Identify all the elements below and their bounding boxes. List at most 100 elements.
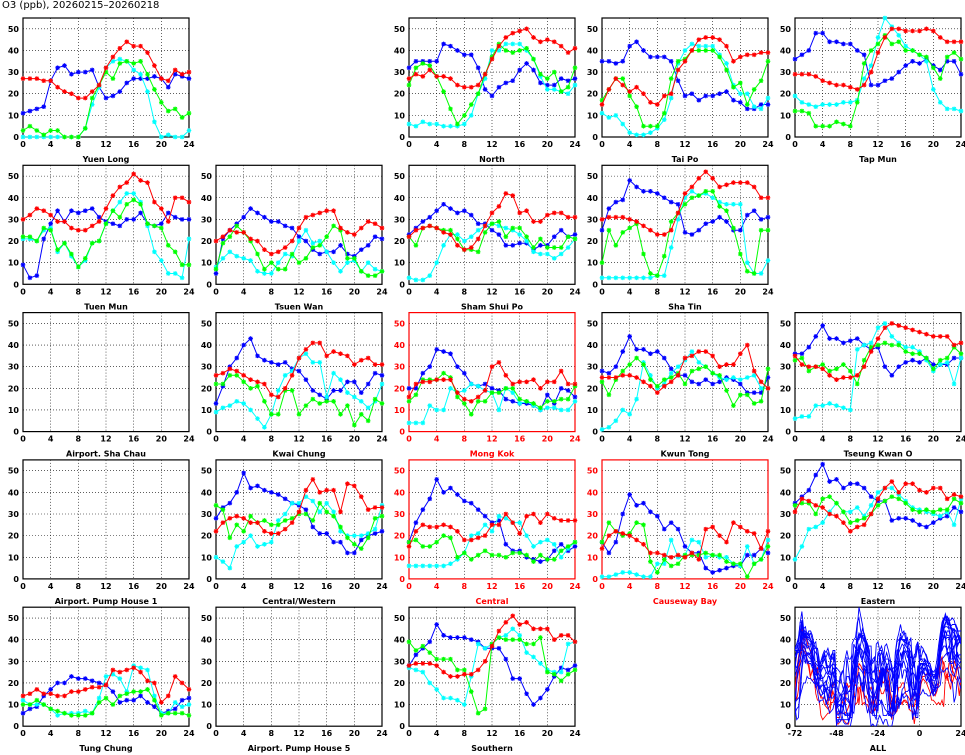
data-point-marker	[62, 693, 67, 699]
data-point-marker	[331, 513, 336, 519]
plot-frame	[408, 312, 576, 433]
data-point-marker	[76, 69, 81, 75]
data-point-marker	[841, 509, 846, 515]
data-point-marker	[744, 269, 750, 274]
data-point-marker	[717, 54, 722, 60]
data-point-marker	[20, 134, 26, 140]
data-point-marker	[841, 100, 846, 105]
data-point-marker	[944, 39, 950, 45]
data-point-marker	[648, 373, 653, 378]
x-tick-label: 16	[707, 287, 719, 296]
data-point-marker	[427, 680, 433, 686]
data-point-marker	[255, 383, 260, 389]
data-point-marker	[524, 691, 529, 697]
x-tick-label: 8	[462, 435, 468, 444]
data-point-marker	[462, 370, 467, 376]
data-point-marker	[717, 214, 722, 220]
y-tick-label: 40	[394, 488, 406, 497]
data-point-marker	[510, 550, 516, 556]
data-point-marker	[531, 702, 536, 707]
data-point-marker	[813, 104, 819, 110]
data-point-marker	[138, 669, 143, 675]
x-tick-label: 16	[128, 582, 140, 591]
data-point-marker	[138, 58, 143, 64]
data-point-marker	[468, 411, 474, 417]
data-point-marker	[931, 520, 936, 525]
x-tick-label: 12	[872, 582, 883, 591]
data-point-marker	[565, 50, 571, 55]
data-point-marker	[696, 193, 702, 198]
data-point-marker	[820, 30, 825, 36]
data-point-marker	[517, 232, 522, 237]
data-point-marker	[627, 217, 632, 222]
data-point-marker	[944, 334, 950, 339]
data-point-marker	[255, 238, 260, 244]
data-point-marker	[668, 58, 674, 64]
data-point-marker	[503, 620, 509, 625]
data-point-marker	[96, 238, 102, 244]
data-point-marker	[765, 195, 771, 201]
data-point-marker	[558, 665, 564, 671]
data-point-marker	[338, 377, 343, 382]
data-point-marker	[675, 561, 681, 567]
data-point-marker	[696, 552, 702, 558]
data-point-marker	[627, 334, 632, 339]
panel-label: Causeway Bay	[653, 597, 718, 606]
data-point-marker	[117, 56, 123, 62]
data-point-marker	[138, 71, 143, 77]
data-point-marker	[510, 225, 516, 231]
data-point-marker	[731, 201, 736, 207]
data-point-marker	[282, 245, 288, 250]
data-point-marker	[413, 420, 419, 426]
data-point-marker	[896, 69, 902, 75]
data-point-marker	[854, 347, 860, 352]
y-tick-label: 50	[8, 25, 20, 34]
data-point-marker	[413, 520, 419, 525]
data-point-marker	[358, 390, 364, 395]
data-point-marker	[944, 360, 950, 365]
data-point-marker	[510, 613, 516, 619]
data-point-marker	[641, 379, 646, 385]
data-point-marker	[434, 663, 439, 668]
data-point-marker	[820, 505, 825, 510]
data-point-marker	[117, 61, 123, 66]
data-point-marker	[159, 100, 164, 105]
data-point-marker	[648, 383, 653, 389]
data-point-marker	[861, 76, 867, 81]
data-point-marker	[744, 375, 750, 380]
data-point-marker	[179, 680, 185, 686]
series-line	[22, 664, 190, 716]
data-point-marker	[82, 708, 88, 714]
data-point-marker	[152, 74, 157, 79]
data-point-marker	[413, 652, 419, 658]
data-point-marker	[599, 260, 605, 265]
y-tick-label: 50	[587, 172, 599, 181]
data-point-marker	[275, 219, 281, 224]
data-point-marker	[558, 518, 564, 523]
x-tick-label: 8	[76, 729, 82, 738]
data-point-marker	[186, 199, 192, 205]
data-point-marker	[696, 360, 702, 365]
data-point-marker	[648, 100, 653, 105]
x-tick-label: 4	[434, 729, 440, 738]
data-point-marker	[172, 134, 178, 140]
data-point-marker	[682, 381, 688, 387]
x-tick-label: 12	[486, 140, 497, 149]
data-point-marker	[420, 643, 426, 649]
data-point-marker	[124, 697, 130, 703]
data-point-marker	[420, 661, 426, 666]
data-point-marker	[462, 388, 467, 393]
data-point-marker	[34, 273, 40, 278]
x-tick-label: 16	[514, 729, 526, 738]
data-point-marker	[103, 674, 109, 679]
data-point-marker	[213, 516, 219, 521]
x-tick-label: 8	[462, 582, 468, 591]
data-point-marker	[627, 570, 632, 575]
x-tick-label: 4	[627, 140, 633, 149]
data-point-marker	[131, 697, 136, 703]
data-point-marker	[717, 364, 722, 369]
data-point-marker	[731, 97, 736, 103]
data-point-marker	[572, 82, 578, 88]
data-point-marker	[875, 82, 881, 88]
